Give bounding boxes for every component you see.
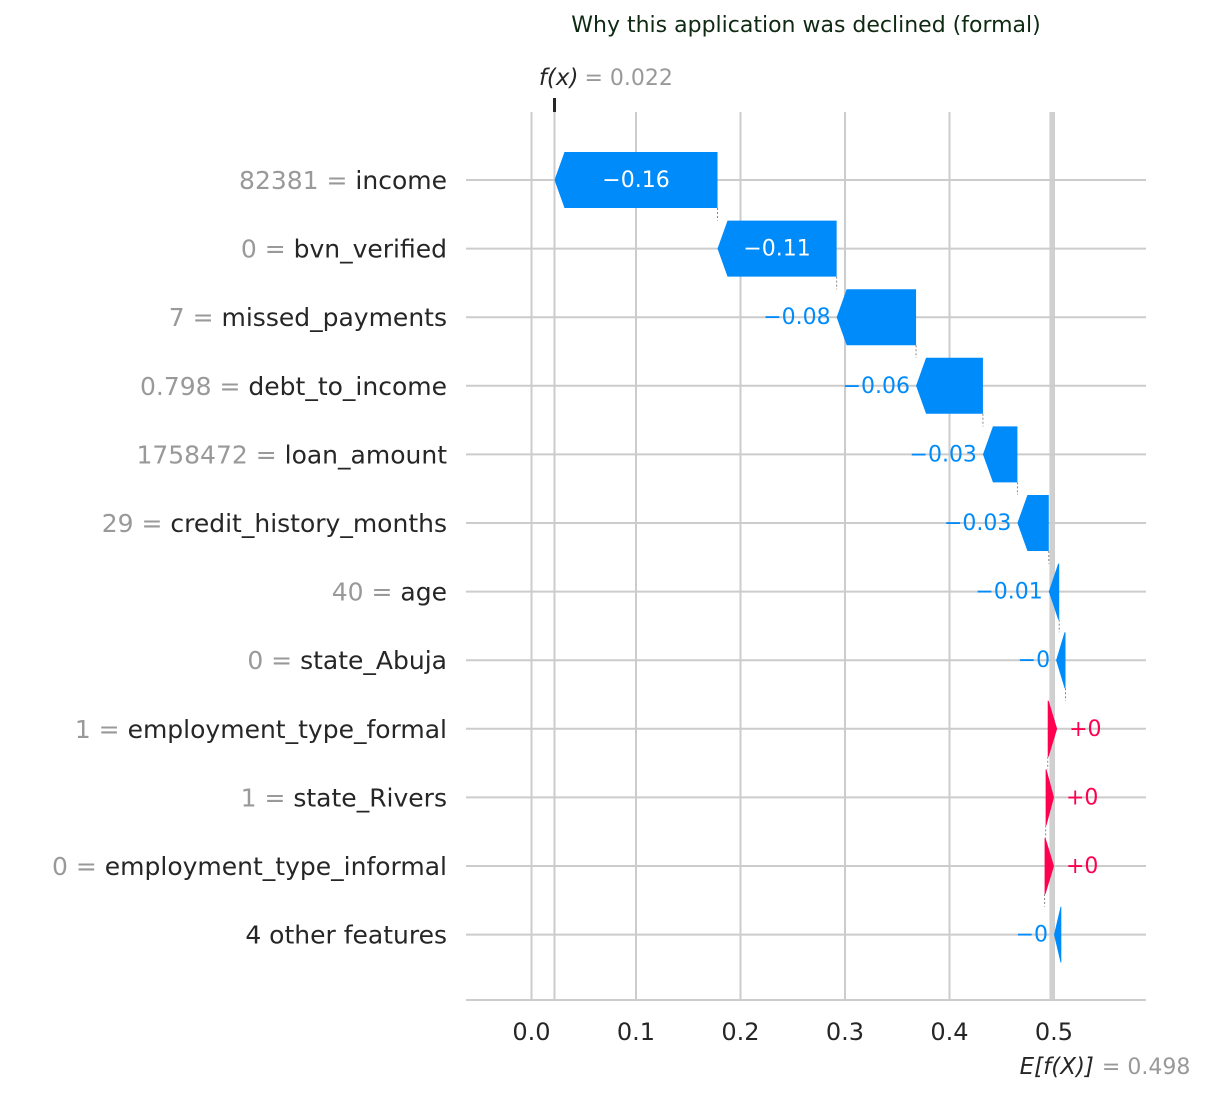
feature-name: state_Abuja xyxy=(300,646,447,675)
waterfall-bar xyxy=(1048,563,1060,620)
feature-label: 1 = employment_type_formal xyxy=(75,715,447,744)
waterfall-bar xyxy=(717,220,837,277)
x-axis: 0.0 0.1 0.2 0.3 0.4 0.5 xyxy=(466,999,1146,1046)
feature-name: income xyxy=(355,166,447,195)
bar-value-label: −0.11 xyxy=(743,237,810,262)
feature-value: 1758472 = xyxy=(136,440,284,469)
x-tick-label: 0.5 xyxy=(1035,1018,1073,1046)
bar-value-label: +0 xyxy=(1069,717,1101,742)
bar-value-label: −0.01 xyxy=(975,580,1042,605)
bar-labels: −0.16 −0.11 −0.08 −0.06 −0.03 −0.03 −0.01 −0 +0 +… xyxy=(602,168,1101,948)
bar-value-label: −0.03 xyxy=(944,511,1011,536)
feature-label: 0 = bvn_verified xyxy=(241,235,447,264)
waterfall-bar xyxy=(1017,495,1049,551)
x-tick-label: 0.3 xyxy=(826,1018,864,1046)
feature-label: 0 = employment_type_informal xyxy=(52,852,447,881)
feature-name: state_Rivers xyxy=(293,783,447,812)
waterfall-bar xyxy=(1047,700,1058,757)
fx-label: f(x) xyxy=(539,65,579,91)
feature-value: 0 = xyxy=(52,852,105,881)
feature-value: 0 = xyxy=(241,235,294,264)
feature-label: 0.798 = debt_to_income xyxy=(140,372,447,401)
feature-name: 4 other features xyxy=(245,921,447,950)
feature-name: missed_payments xyxy=(222,303,448,332)
feature-name: credit_history_months xyxy=(170,509,447,538)
base-label: E[f(X)] xyxy=(1020,1054,1094,1080)
feature-label: 29 = credit_history_months xyxy=(102,509,447,538)
x-tick-label: 0.0 xyxy=(512,1018,550,1046)
bar-value-label: −0.16 xyxy=(602,168,669,193)
bar-value-label: −0 xyxy=(1016,923,1048,948)
x-tick-label: 0.1 xyxy=(617,1018,655,1046)
feature-value: 40 = xyxy=(332,578,401,607)
feature-value: 1 = xyxy=(241,783,294,812)
feature-value: 29 = xyxy=(102,509,171,538)
bar-value-label: −0.08 xyxy=(763,305,830,330)
feature-value: 1 = xyxy=(75,715,128,744)
feature-name: loan_amount xyxy=(285,440,448,469)
x-tick-label: 0.4 xyxy=(930,1018,968,1046)
feature-label: 4 other features xyxy=(245,921,447,950)
feature-value: 7 = xyxy=(169,303,222,332)
feature-label: 0 = state_Abuja xyxy=(247,646,447,675)
feature-value: 0.798 = xyxy=(140,372,248,401)
feature-name: bvn_verified xyxy=(294,235,447,264)
feature-value: 0 = xyxy=(247,646,300,675)
fx-marker: f(x) = 0.022 xyxy=(539,65,673,112)
waterfall-bar xyxy=(982,426,1018,483)
chart-title: Why this application was declined (forma… xyxy=(571,13,1040,38)
bar-value-label: +0 xyxy=(1066,785,1098,810)
feature-label: 40 = age xyxy=(332,578,447,607)
waterfall-bar xyxy=(836,289,917,346)
bar-value-label: +0 xyxy=(1066,854,1098,879)
base-marker: E[f(X)] = 0.498 xyxy=(1020,1054,1191,1080)
fx-value: = 0.022 xyxy=(584,66,672,91)
waterfall-bar xyxy=(1056,632,1066,689)
waterfall-bar xyxy=(554,152,718,208)
feature-label: 7 = missed_payments xyxy=(169,303,447,332)
bar-value-label: −0.06 xyxy=(843,374,910,399)
feature-label: 82381 = income xyxy=(239,166,447,195)
waterfall-bar xyxy=(1044,838,1054,894)
bars xyxy=(554,152,1066,963)
x-tick-label: 0.2 xyxy=(721,1018,759,1046)
feature-label: 1 = state_Rivers xyxy=(241,783,447,812)
feature-label: 1758472 = loan_amount xyxy=(136,440,447,469)
waterfall-bar xyxy=(916,357,983,414)
base-value: = 0.498 xyxy=(1102,1055,1190,1080)
waterfall-bar xyxy=(1054,906,1062,963)
feature-name: employment_type_informal xyxy=(105,852,447,881)
feature-value: 82381 = xyxy=(239,166,355,195)
bar-value-label: −0 xyxy=(1018,648,1050,673)
row-lines xyxy=(466,179,1146,936)
feature-name: age xyxy=(400,578,447,607)
feature-name: employment_type_formal xyxy=(128,715,447,744)
feature-labels: 82381 = income 0 = bvn_verified 7 = missed… xyxy=(52,166,447,950)
waterfall-bar xyxy=(1045,769,1054,826)
feature-name: debt_to_income xyxy=(248,372,447,401)
bar-value-label: −0.03 xyxy=(910,442,977,467)
